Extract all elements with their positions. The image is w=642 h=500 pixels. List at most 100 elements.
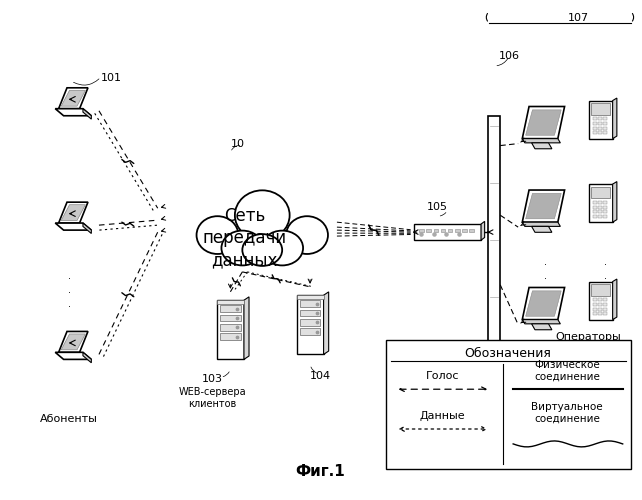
Bar — [593, 312, 596, 316]
Ellipse shape — [242, 234, 282, 266]
Text: Физическое
соединение: Физическое соединение — [534, 360, 600, 382]
Text: Обозначения: Обозначения — [465, 347, 551, 360]
Polygon shape — [523, 138, 560, 143]
Polygon shape — [61, 334, 85, 350]
Bar — [593, 298, 596, 302]
Bar — [598, 127, 602, 130]
Text: Сеть
передачи
данных: Сеть передачи данных — [202, 207, 286, 270]
Polygon shape — [526, 194, 561, 219]
Text: Голос: Голос — [426, 372, 459, 382]
Bar — [426, 228, 431, 232]
Bar — [593, 118, 596, 120]
Text: 107: 107 — [568, 14, 589, 24]
Bar — [591, 103, 610, 115]
Polygon shape — [481, 222, 485, 240]
Text: 101: 101 — [101, 73, 122, 83]
Bar — [589, 184, 612, 222]
Text: 106: 106 — [499, 51, 520, 61]
Bar — [220, 324, 241, 330]
Bar — [300, 310, 320, 316]
Bar — [220, 333, 241, 340]
Bar — [593, 215, 596, 218]
Bar — [593, 132, 596, 134]
Bar — [489, 116, 500, 364]
Ellipse shape — [196, 216, 238, 254]
Bar — [386, 340, 630, 469]
Bar — [593, 127, 596, 130]
Bar — [598, 206, 602, 208]
Polygon shape — [532, 226, 552, 232]
Text: .
.
.: . . . — [544, 257, 546, 295]
Polygon shape — [58, 332, 88, 352]
Polygon shape — [58, 202, 88, 223]
Bar — [448, 228, 453, 232]
Polygon shape — [532, 143, 552, 149]
Bar — [598, 118, 602, 120]
Ellipse shape — [221, 230, 263, 266]
Bar — [603, 122, 607, 125]
Ellipse shape — [286, 216, 328, 254]
Bar — [603, 127, 607, 130]
Bar — [217, 300, 244, 304]
Bar — [591, 284, 610, 296]
Bar — [593, 201, 596, 204]
Bar — [598, 132, 602, 134]
Polygon shape — [58, 88, 88, 108]
Text: Фиг.1: Фиг.1 — [295, 464, 345, 478]
Polygon shape — [61, 90, 85, 106]
Bar — [593, 308, 596, 310]
Bar — [603, 308, 607, 310]
Bar — [603, 201, 607, 204]
Bar — [297, 295, 324, 300]
Bar — [455, 228, 460, 232]
Bar — [462, 228, 467, 232]
Bar — [433, 228, 438, 232]
Bar — [297, 295, 324, 354]
Bar — [603, 132, 607, 134]
Bar — [603, 118, 607, 120]
Bar — [598, 298, 602, 302]
Bar — [220, 306, 241, 312]
Bar — [598, 308, 602, 310]
Polygon shape — [83, 223, 91, 234]
Polygon shape — [83, 108, 91, 119]
Bar — [603, 206, 607, 208]
Bar — [589, 282, 612, 320]
Bar — [593, 122, 596, 125]
Bar — [440, 228, 445, 232]
Text: Операторы: Операторы — [555, 332, 621, 342]
Bar — [603, 210, 607, 214]
Bar — [598, 303, 602, 306]
Bar — [220, 314, 241, 322]
Text: WEB-сервера
клиентов: WEB-сервера клиентов — [178, 387, 247, 409]
Polygon shape — [523, 190, 564, 222]
Bar — [593, 210, 596, 214]
Polygon shape — [55, 352, 91, 360]
Polygon shape — [523, 106, 564, 138]
Polygon shape — [523, 320, 560, 324]
Bar — [603, 312, 607, 316]
Polygon shape — [55, 223, 91, 230]
Text: .
.
.: . . . — [67, 271, 71, 309]
Polygon shape — [523, 288, 564, 320]
Bar — [598, 201, 602, 204]
Bar — [598, 312, 602, 316]
Polygon shape — [612, 98, 617, 138]
Bar — [414, 224, 481, 240]
Polygon shape — [526, 291, 561, 316]
Bar — [593, 303, 596, 306]
Bar — [469, 228, 474, 232]
Text: Виртуальное
соединение: Виртуальное соединение — [531, 402, 603, 424]
Ellipse shape — [235, 190, 290, 240]
Polygon shape — [61, 204, 85, 220]
Polygon shape — [324, 292, 329, 354]
Bar — [419, 228, 424, 232]
Polygon shape — [532, 324, 552, 330]
Bar — [300, 319, 320, 326]
Bar — [603, 298, 607, 302]
Bar — [300, 300, 320, 307]
Text: .
.
.: . . . — [604, 257, 607, 295]
Bar — [598, 210, 602, 214]
Bar — [598, 215, 602, 218]
Ellipse shape — [261, 230, 303, 266]
